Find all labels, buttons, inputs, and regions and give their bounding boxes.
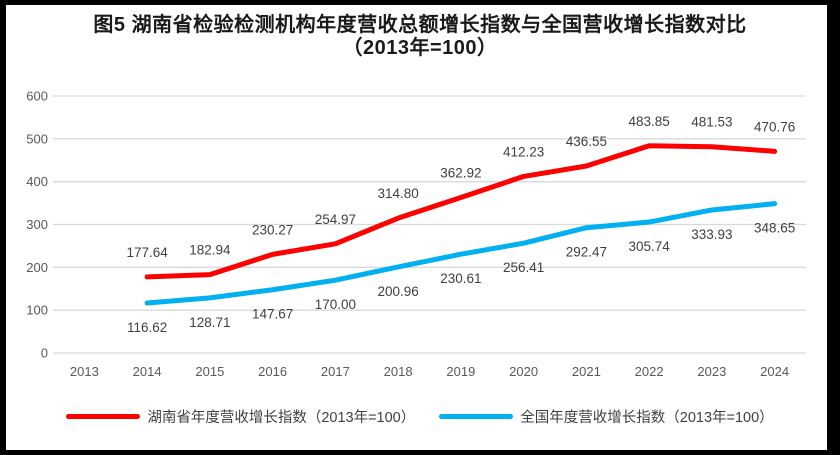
legend-line-swatch-national bbox=[439, 414, 514, 419]
data-label-series1-2021: 292.47 bbox=[566, 245, 607, 260]
frame-border-left bbox=[0, 0, 6, 455]
y-axis-tick-label-300: 300 bbox=[26, 217, 48, 232]
series-line-0 bbox=[144, 143, 778, 280]
data-label-series0-2015: 182.94 bbox=[189, 243, 231, 258]
data-label-series0-2018: 314.80 bbox=[377, 186, 418, 201]
y-axis-tick-label-400: 400 bbox=[26, 174, 48, 189]
frame-border-right bbox=[827, 0, 840, 455]
data-label-series1-2020: 256.41 bbox=[503, 260, 544, 275]
x-axis-tick-label-2013: 2013 bbox=[70, 364, 99, 379]
x-axis-tick-label-2024: 2024 bbox=[760, 364, 789, 379]
data-label-series0-2017: 254.97 bbox=[315, 212, 356, 227]
data-label-series0-2024: 470.76 bbox=[754, 119, 795, 134]
x-axis-tick-label-2020: 2020 bbox=[509, 364, 538, 379]
x-axis-tick-label-2023: 2023 bbox=[697, 364, 726, 379]
y-axis-tick-label-500: 500 bbox=[26, 131, 48, 146]
series-line-1 bbox=[144, 201, 778, 306]
legend-label-hunan: 湖南省年度营收增长指数（2013年=100） bbox=[147, 410, 416, 426]
frame-border-top bbox=[0, 0, 840, 5]
legend-label-national: 全国年度营收增长指数（2013年=100） bbox=[520, 410, 774, 426]
y-axis-tick-label-0: 0 bbox=[41, 346, 48, 361]
data-label-series1-2024: 348.65 bbox=[754, 221, 795, 236]
x-axis-tick-label-2022: 2022 bbox=[635, 364, 664, 379]
chart-title: 图5 湖南省检验检测机构年度营收总额增长指数与全国营收增长指数对比 （2013年… bbox=[0, 14, 840, 60]
x-axis-tick-label-2017: 2017 bbox=[321, 364, 350, 379]
data-label-series1-2014: 116.62 bbox=[127, 320, 167, 335]
data-label-series1-2022: 305.74 bbox=[628, 239, 670, 254]
legend-line-swatch-hunan bbox=[66, 414, 141, 419]
x-axis-tick-label-2019: 2019 bbox=[446, 364, 475, 379]
data-label-series1-2018: 200.96 bbox=[377, 284, 418, 299]
y-axis-tick-label-200: 200 bbox=[26, 260, 48, 275]
data-label-series1-2017: 170.00 bbox=[315, 297, 356, 312]
y-axis-tick-label-600: 600 bbox=[26, 89, 48, 104]
data-label-series1-2019: 230.61 bbox=[440, 271, 481, 286]
data-label-series0-2022: 483.85 bbox=[628, 114, 669, 129]
data-label-series0-2016: 230.27 bbox=[252, 222, 293, 237]
data-label-series1-2023: 333.93 bbox=[691, 227, 732, 242]
data-label-series1-2015: 128.71 bbox=[189, 315, 230, 330]
data-label-series0-2020: 412.23 bbox=[503, 144, 544, 159]
chart-title-line2: （2013年=100） bbox=[342, 37, 498, 59]
data-label-series1-2016: 147.67 bbox=[252, 307, 293, 322]
x-axis-tick-label-2016: 2016 bbox=[258, 364, 287, 379]
x-axis-tick-label-2015: 2015 bbox=[195, 364, 224, 379]
x-axis-tick-label-2018: 2018 bbox=[384, 364, 413, 379]
chart-legend: 湖南省年度营收增长指数（2013年=100） 全国年度营收增长指数（2013年=… bbox=[0, 406, 840, 427]
data-label-series0-2019: 362.92 bbox=[440, 166, 481, 181]
chart-title-line1: 图5 湖南省检验检测机构年度营收总额增长指数与全国营收增长指数对比 bbox=[93, 14, 747, 36]
data-label-series0-2021: 436.55 bbox=[566, 134, 607, 149]
y-axis-tick-label-100: 100 bbox=[26, 303, 48, 318]
legend-item-national: 全国年度营收增长指数（2013年=100） bbox=[439, 406, 774, 427]
x-axis-tick-label-2021: 2021 bbox=[572, 364, 601, 379]
legend-item-hunan: 湖南省年度营收增长指数（2013年=100） bbox=[66, 406, 415, 427]
frame-border-bottom bbox=[0, 450, 840, 455]
data-label-series0-2014: 177.64 bbox=[126, 245, 168, 260]
data-label-series0-2023: 481.53 bbox=[691, 115, 732, 130]
x-axis-tick-label-2014: 2014 bbox=[133, 364, 162, 379]
